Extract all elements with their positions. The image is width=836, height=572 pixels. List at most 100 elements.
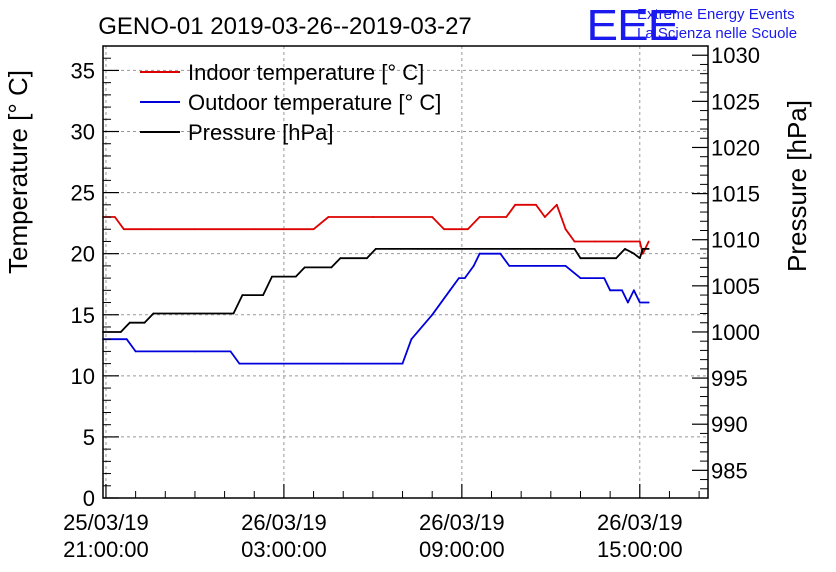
data-point-1 bbox=[564, 265, 567, 267]
data-point-2 bbox=[119, 331, 122, 333]
data-point-1 bbox=[229, 350, 232, 353]
data-point-1 bbox=[499, 252, 502, 255]
eee-logo-line1: Extreme Energy Events bbox=[637, 6, 795, 23]
data-point-2 bbox=[152, 312, 155, 315]
x-tick-label-date: 26/03/19 bbox=[597, 510, 683, 535]
x-tick-label-time: 03:00:00 bbox=[241, 537, 327, 562]
y-right-tick-label: 1015 bbox=[711, 182, 760, 207]
y-axis-label-right: Pressure [hPa] bbox=[782, 100, 812, 272]
data-point-0 bbox=[327, 216, 330, 218]
data-point-0 bbox=[638, 240, 641, 243]
legend-label-1: Outdoor temperature [° C] bbox=[188, 90, 441, 115]
data-point-0 bbox=[431, 216, 434, 218]
data-point-2 bbox=[366, 257, 368, 260]
data-point-1 bbox=[458, 277, 460, 279]
data-point-2 bbox=[490, 248, 493, 250]
data-point-2 bbox=[241, 294, 244, 296]
data-point-1 bbox=[478, 252, 481, 255]
data-point-0 bbox=[443, 228, 445, 231]
data-point-2 bbox=[374, 248, 377, 250]
y-right-tick-label: 985 bbox=[711, 458, 748, 483]
data-point-2 bbox=[573, 248, 576, 250]
data-point-0 bbox=[514, 203, 517, 206]
y-right-tick-label: 1025 bbox=[711, 89, 760, 114]
data-point-1 bbox=[603, 277, 606, 279]
data-point-2 bbox=[179, 312, 182, 315]
data-point-2 bbox=[294, 275, 297, 278]
data-point-2 bbox=[615, 257, 617, 260]
data-point-1 bbox=[621, 289, 623, 292]
data-point-0 bbox=[312, 228, 315, 231]
data-point-0 bbox=[535, 203, 537, 206]
x-tick-label-time: 09:00:00 bbox=[419, 537, 505, 562]
data-point-2 bbox=[330, 266, 333, 269]
legend: Indoor temperature [° C] Outdoor temperat… bbox=[140, 60, 441, 145]
data-point-2 bbox=[638, 257, 641, 260]
data-point-1 bbox=[238, 362, 241, 365]
eee-logo-mark: EEE bbox=[586, 1, 678, 50]
data-point-0 bbox=[478, 216, 481, 218]
eee-logo: EEE Extreme Energy Events La Scienza nel… bbox=[586, 1, 797, 50]
data-point-1 bbox=[647, 301, 650, 304]
data-point-2 bbox=[143, 321, 146, 324]
y-right-tick-label: 1020 bbox=[711, 135, 760, 160]
y-right-tick-label: 990 bbox=[711, 412, 748, 437]
x-tick-label-date: 26/03/19 bbox=[419, 510, 505, 535]
data-point-1 bbox=[283, 362, 285, 365]
data-point-0 bbox=[555, 203, 558, 206]
data-point-1 bbox=[449, 289, 451, 292]
y-left-tick-label: 25 bbox=[71, 181, 95, 206]
data-point-0 bbox=[466, 228, 469, 231]
data-point-1 bbox=[638, 301, 641, 304]
y-left-tick-label: 5 bbox=[83, 425, 95, 450]
data-point-2 bbox=[624, 248, 626, 250]
data-point-1 bbox=[194, 350, 196, 353]
y-right-tick-label: 1010 bbox=[711, 228, 760, 253]
data-point-2 bbox=[303, 266, 306, 269]
data-point-2 bbox=[633, 252, 635, 255]
data-point-0 bbox=[544, 216, 546, 218]
data-point-1 bbox=[633, 289, 635, 292]
x-tick-label-time: 21:00:00 bbox=[63, 537, 149, 562]
y-right-tick-label: 1005 bbox=[711, 274, 760, 299]
x-tick-label-date: 26/03/19 bbox=[241, 510, 327, 535]
data-point-0 bbox=[641, 252, 644, 255]
x-tick-label-time: 15:00:00 bbox=[597, 537, 683, 562]
axes: 0510152025303598599099510001005101010151… bbox=[63, 43, 760, 562]
data-point-1 bbox=[579, 277, 582, 279]
data-point-0 bbox=[573, 240, 576, 243]
data-point-1 bbox=[134, 350, 137, 353]
legend-label-0: Indoor temperature [° C] bbox=[188, 60, 424, 85]
y-right-tick-label: 1000 bbox=[711, 320, 760, 345]
chart-title: GENO-01 2019-03-26--2019-03-27 bbox=[98, 13, 472, 40]
data-point-2 bbox=[647, 248, 650, 250]
data-point-1 bbox=[535, 265, 537, 267]
data-point-1 bbox=[401, 362, 404, 365]
data-point-2 bbox=[271, 275, 273, 278]
data-point-2 bbox=[128, 321, 131, 324]
y-left-tick-label: 30 bbox=[71, 120, 95, 145]
data-point-0 bbox=[194, 228, 196, 231]
data-point-1 bbox=[125, 338, 128, 341]
data-point-0 bbox=[505, 216, 508, 218]
data-point-2 bbox=[535, 248, 537, 250]
data-point-0 bbox=[564, 228, 567, 231]
y-axis-label-left: Temperature [° C] bbox=[3, 70, 33, 274]
y-left-tick-label: 35 bbox=[71, 58, 95, 83]
y-left-tick-label: 15 bbox=[71, 303, 95, 328]
data-point-2 bbox=[339, 257, 342, 260]
y-left-tick-label: 10 bbox=[71, 364, 95, 389]
data-point-0 bbox=[149, 228, 152, 231]
data-point-0 bbox=[647, 240, 650, 243]
data-point-1 bbox=[472, 265, 475, 267]
y-left-tick-label: 0 bbox=[83, 486, 95, 511]
y-right-tick-label: 1030 bbox=[711, 43, 760, 68]
data-point-2 bbox=[641, 248, 644, 250]
data-point-2 bbox=[416, 248, 419, 250]
data-point-1 bbox=[392, 362, 395, 365]
data-point-1 bbox=[463, 277, 466, 279]
data-point-0 bbox=[114, 216, 116, 218]
grid bbox=[103, 46, 708, 498]
data-point-1 bbox=[609, 289, 611, 292]
data-point-1 bbox=[431, 313, 434, 316]
